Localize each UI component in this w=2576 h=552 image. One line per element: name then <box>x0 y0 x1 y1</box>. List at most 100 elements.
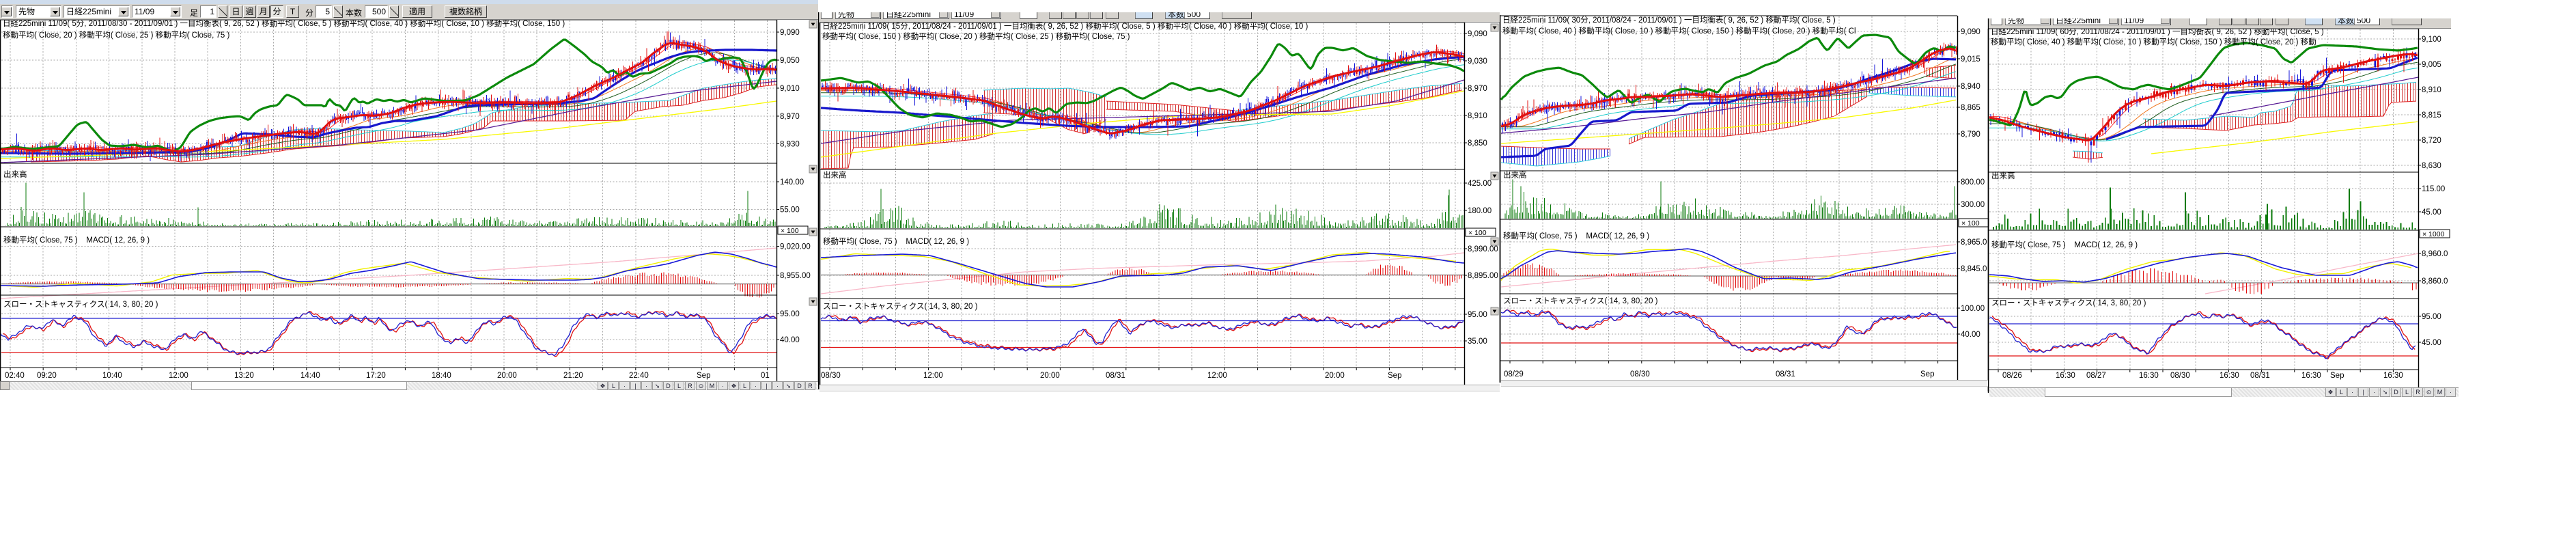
svg-text:8,720: 8,720 <box>2422 137 2441 145</box>
svg-text:スロー・ストキャスティクス( 14, 3, 80, 20 ): スロー・ストキャスティクス( 14, 3, 80, 20 ) <box>1503 296 1658 305</box>
svg-text:8,860.0: 8,860.0 <box>2422 277 2448 286</box>
svg-text:8,790: 8,790 <box>1961 130 1980 139</box>
svg-text:9,090: 9,090 <box>780 29 800 37</box>
svg-text:8,955.00: 8,955.00 <box>780 272 811 280</box>
svg-text:800.00: 800.00 <box>1961 178 1985 187</box>
svg-text:16:30: 16:30 <box>2056 372 2075 380</box>
svg-text:45.00: 45.00 <box>2422 339 2441 347</box>
svg-text:425.00: 425.00 <box>1468 180 1492 188</box>
svg-text:移動平均( Close, 75 ) MACD( 12,: 移動平均( Close, 75 ) MACD( 12, 26, 9 ) <box>3 235 150 245</box>
svg-text:移動平均( Close, 75 ) MACD( 12,: 移動平均( Close, 75 ) MACD( 12, 26, 9 ) <box>1503 231 1649 240</box>
svg-text:9,030: 9,030 <box>1468 57 1487 66</box>
svg-text:16:30: 16:30 <box>2383 372 2403 380</box>
svg-text:8,815: 8,815 <box>2422 111 2441 120</box>
svg-text:8,960.0: 8,960.0 <box>2422 250 2448 258</box>
svg-text:13:20: 13:20 <box>234 372 254 380</box>
svg-text:8,965.0: 8,965.0 <box>1961 238 1987 247</box>
svg-text:× 100: × 100 <box>1961 219 1980 227</box>
svg-text:100.00: 100.00 <box>1961 305 1985 313</box>
svg-text:8,910: 8,910 <box>2422 86 2441 94</box>
svg-text:45.00: 45.00 <box>2422 208 2441 217</box>
svg-text:20:00: 20:00 <box>1325 372 1345 380</box>
svg-text:Sep: Sep <box>1920 370 1934 378</box>
svg-text:08/30: 08/30 <box>2170 372 2190 380</box>
svg-text:55.00: 55.00 <box>780 206 800 215</box>
svg-text:9,005: 9,005 <box>2422 61 2441 69</box>
svg-text:日経225mini 11/09( 60分, 2011/08/: 日経225mini 11/09( 60分, 2011/08/24 - 2011/… <box>1991 27 2324 36</box>
svg-text:スロー・ストキャスティクス( 14, 3, 80, 20 ): スロー・ストキャスティクス( 14, 3, 80, 20 ) <box>3 300 158 309</box>
svg-text:08/26: 08/26 <box>2002 372 2022 380</box>
svg-text:9,100: 9,100 <box>2422 36 2441 44</box>
svg-text:300.00: 300.00 <box>1961 201 1985 209</box>
svg-text:17:20: 17:20 <box>366 372 386 380</box>
svg-text:115.00: 115.00 <box>2422 185 2445 193</box>
svg-text:移動平均( Close, 20 ) 移動平均( Clo: 移動平均( Close, 20 ) 移動平均( Close, 25 ) 移動平均… <box>3 30 229 40</box>
svg-text:14:40: 14:40 <box>300 372 320 380</box>
svg-text:8,630: 8,630 <box>2422 162 2441 170</box>
svg-text:08/30: 08/30 <box>821 372 841 380</box>
svg-text:01: 01 <box>761 372 770 380</box>
svg-text:08/31: 08/31 <box>1776 370 1795 378</box>
svg-text:08/30: 08/30 <box>1630 370 1650 378</box>
svg-text:スロー・ストキャスティクス( 14, 3, 80, 20 ): スロー・ストキャスティクス( 14, 3, 80, 20 ) <box>1991 299 2146 307</box>
svg-text:12:00: 12:00 <box>1207 372 1227 380</box>
svg-text:日経225mini 11/09( 5分, 2011/08/3: 日経225mini 11/09( 5分, 2011/08/30 - 2011/0… <box>3 18 565 28</box>
svg-text:8,895.00: 8,895.00 <box>1468 272 1498 280</box>
svg-text:日経225mini 11/09( 15分, 2011/08/: 日経225mini 11/09( 15分, 2011/08/24 - 2011/… <box>822 21 1308 31</box>
svg-text:8,970: 8,970 <box>780 113 800 121</box>
svg-text:出来高: 出来高 <box>3 169 27 179</box>
svg-text:95.00: 95.00 <box>780 310 800 318</box>
svg-text:08/29: 08/29 <box>1504 370 1524 378</box>
svg-text:12:00: 12:00 <box>923 372 943 380</box>
svg-text:8,910: 8,910 <box>1468 112 1487 120</box>
svg-text:移動平均( Close, 150 ) 移動平均( Cl: 移動平均( Close, 150 ) 移動平均( Close, 20 ) 移動平… <box>822 31 1130 41</box>
svg-text:出来高: 出来高 <box>823 170 847 180</box>
svg-text:8,850: 8,850 <box>1468 139 1487 148</box>
svg-text:8,930: 8,930 <box>780 141 800 149</box>
svg-text:08/31: 08/31 <box>1106 372 1125 380</box>
svg-text:9,015: 9,015 <box>1961 55 1980 64</box>
svg-text:16:30: 16:30 <box>2301 372 2321 380</box>
svg-text:40.00: 40.00 <box>1961 331 1980 339</box>
svg-text:× 1000: × 1000 <box>2422 230 2445 238</box>
svg-text:× 100: × 100 <box>781 227 799 235</box>
svg-text:移動平均( Close, 40 ) 移動平均( Clo: 移動平均( Close, 40 ) 移動平均( Close, 10 ) 移動平均… <box>1991 37 2316 46</box>
svg-text:16:30: 16:30 <box>2220 372 2239 380</box>
svg-text:16:30: 16:30 <box>2139 372 2159 380</box>
svg-text:9,090: 9,090 <box>1468 30 1487 38</box>
svg-text:8,970: 8,970 <box>1468 85 1487 93</box>
svg-text:日経225mini 11/09( 30分, 2011/08/: 日経225mini 11/09( 30分, 2011/08/24 - 2011/… <box>1502 15 1836 25</box>
svg-text:移動平均( Close, 40 ) 移動平均( Clo: 移動平均( Close, 40 ) 移動平均( Close, 10 ) 移動平均… <box>1502 26 1856 36</box>
svg-text:8,845.0: 8,845.0 <box>1961 265 1987 273</box>
svg-text:20:00: 20:00 <box>1040 372 1060 380</box>
svg-text:140.00: 140.00 <box>780 178 804 187</box>
svg-text:8,865: 8,865 <box>1961 104 1980 112</box>
svg-text:× 100: × 100 <box>1468 229 1487 237</box>
svg-text:08/31: 08/31 <box>2250 372 2270 380</box>
svg-text:10:40: 10:40 <box>102 372 122 380</box>
svg-text:移動平均( Close, 75 ) MACD( 12,: 移動平均( Close, 75 ) MACD( 12, 26, 9 ) <box>823 236 969 246</box>
svg-text:移動平均( Close, 75 ) MACD( 12,: 移動平均( Close, 75 ) MACD( 12, 26, 9 ) <box>1991 240 2138 249</box>
svg-text:9,020.00: 9,020.00 <box>780 243 811 251</box>
svg-text:8,940: 8,940 <box>1961 83 1980 91</box>
svg-text:40.00: 40.00 <box>780 336 800 344</box>
svg-text:Sep: Sep <box>697 372 710 380</box>
svg-text:9,010: 9,010 <box>780 85 800 93</box>
svg-text:08/27: 08/27 <box>2086 372 2106 380</box>
svg-text:35.00: 35.00 <box>1468 337 1487 346</box>
svg-text:スロー・ストキャスティクス( 14, 3, 80, 20 ): スロー・ストキャスティクス( 14, 3, 80, 20 ) <box>823 302 978 311</box>
svg-text:出来高: 出来高 <box>1503 170 1527 180</box>
svg-text:02:40: 02:40 <box>5 372 25 380</box>
svg-text:22:40: 22:40 <box>629 372 649 380</box>
svg-text:95.00: 95.00 <box>2422 313 2441 321</box>
svg-text:20:00: 20:00 <box>497 372 517 380</box>
svg-text:Sep: Sep <box>1388 372 1401 380</box>
svg-text:出来高: 出来高 <box>1991 171 2015 180</box>
svg-text:95.00: 95.00 <box>1468 311 1487 319</box>
svg-text:180.00: 180.00 <box>1468 207 1492 215</box>
svg-text:9,090: 9,090 <box>1961 28 1980 36</box>
svg-text:09:20: 09:20 <box>37 372 57 380</box>
svg-text:8,990.00: 8,990.00 <box>1468 245 1498 253</box>
svg-text:18:40: 18:40 <box>432 372 451 380</box>
svg-text:21:20: 21:20 <box>563 372 583 380</box>
